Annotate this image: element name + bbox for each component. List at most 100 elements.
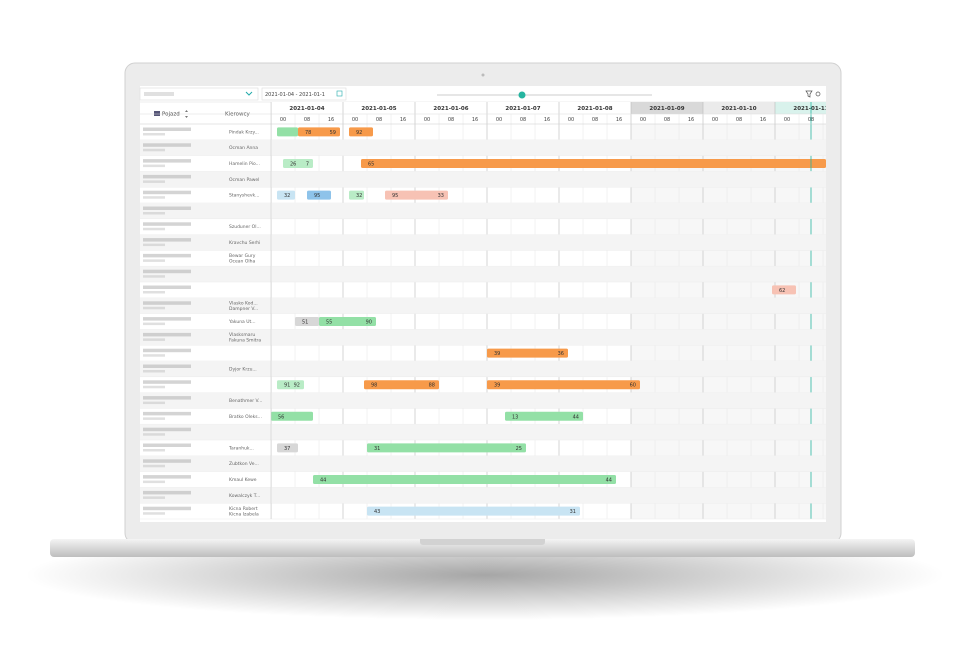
blurred-plate [143, 490, 191, 495]
blurred-plate [143, 475, 191, 479]
blurred-plate-sub [143, 275, 165, 278]
trip-label: 44 [573, 414, 579, 420]
laptop-base [50, 539, 915, 557]
row-stripe [140, 455, 826, 472]
blurred-plate-sub [143, 385, 165, 389]
hour-label: 16 [616, 117, 622, 123]
blurred-plate-sub [143, 338, 165, 341]
driver-name: Kicna Izabela [229, 511, 259, 517]
blurred-plate-sub [143, 354, 165, 357]
blurred-plate-sub [143, 259, 165, 262]
driver-name: Bewar Gury [229, 253, 256, 259]
vehicle-select[interactable] [139, 87, 259, 101]
trip-label: 31 [570, 509, 576, 515]
search-icon[interactable] [815, 91, 821, 97]
blurred-plate-sub [143, 291, 165, 294]
trip-label: 25 [516, 446, 522, 452]
trip-label: 13 [512, 414, 518, 420]
blurred-plate-sub [143, 306, 165, 310]
blurred-plate-sub [143, 180, 165, 183]
hour-label: 08 [592, 117, 598, 123]
drivers-header: Kierowcy [225, 112, 251, 118]
hour-label: 16 [328, 117, 334, 123]
blurred-plate-sub [143, 148, 165, 152]
driver-name: Yakuna Ut... [228, 319, 256, 325]
blurred-plate [143, 459, 191, 463]
hour-label: 08 [736, 117, 742, 123]
trip-bar [772, 285, 796, 295]
trip-label: 51 [302, 320, 308, 326]
trip-label: 44 [320, 478, 326, 484]
hour-label: 00 [352, 117, 358, 123]
vehicle-header[interactable]: Pojazd [162, 112, 180, 118]
day-header-bg [271, 102, 343, 114]
trip-bar [487, 348, 568, 358]
driver-name: Dampner V... [229, 306, 258, 312]
notch [420, 539, 545, 545]
trip-label: 33 [438, 193, 444, 199]
hour-label: 16 [400, 117, 406, 123]
slider-knob[interactable] [518, 91, 526, 99]
hour-label: 16 [688, 117, 694, 123]
trip-label: 43 [374, 509, 380, 515]
blurred-plate-sub [143, 227, 165, 231]
blurred-plate [143, 206, 191, 210]
blurred-plate [143, 143, 191, 147]
calendar-icon [336, 90, 343, 97]
hour-label: 00 [496, 117, 502, 123]
driver-name: Ocean Olha [229, 259, 255, 265]
trip-bar [505, 411, 583, 421]
trip-label: 98 [371, 383, 377, 389]
blurred-plate-sub [143, 212, 165, 215]
blurred-plate-sub [143, 401, 165, 405]
row-stripe [140, 203, 826, 219]
trip-label: 59 [330, 130, 336, 136]
driver-name: Hamelin Pio... [229, 161, 260, 167]
hour-label: 00 [280, 117, 286, 123]
day-header-bg [631, 102, 703, 114]
trip-label: 90 [366, 320, 372, 326]
blurred-plate [143, 396, 191, 400]
date-range-input[interactable] [261, 87, 347, 101]
camera [481, 73, 485, 77]
blurred-plate-sub [143, 370, 165, 373]
blurred-plate-sub [143, 133, 165, 136]
hour-label: 16 [760, 117, 766, 123]
day-label: 2021-01-08 [577, 106, 612, 112]
blurred-plate [143, 159, 191, 163]
sort-icon[interactable] [185, 110, 188, 118]
trip-bar [349, 190, 364, 200]
row-stripe [140, 171, 826, 188]
trip-bar [364, 380, 439, 390]
trip-label: 39 [494, 351, 500, 357]
row-stripe [140, 361, 826, 377]
driver-name: Taranhuk... [228, 445, 254, 451]
hour-label: 08 [664, 117, 670, 123]
row-stripe [140, 297, 826, 314]
driver-name: Szuduner Ol... [229, 224, 261, 230]
blurred-plate [143, 238, 191, 242]
trip-bar [367, 443, 526, 453]
trip-bar [298, 127, 340, 137]
blurred-plate [143, 222, 191, 226]
hour-label: 00 [640, 117, 646, 123]
blurred-plate [143, 301, 191, 305]
blurred-plate [143, 506, 191, 511]
trip-label: 92 [356, 130, 362, 136]
day-label: 2021-01-07 [505, 106, 540, 112]
trip-label: 26 [290, 162, 296, 168]
driver-name: Benathmer V... [229, 398, 262, 404]
trip-label: 36 [558, 351, 564, 357]
day-header-bg [775, 102, 826, 114]
row-stripe [140, 266, 826, 282]
driver-name: Kowalczyk T... [229, 493, 260, 499]
blurred-text [144, 92, 174, 96]
blurred-plate-sub [143, 322, 165, 326]
day-header-bg [343, 102, 415, 114]
trip-label: 65 [368, 162, 374, 168]
driver-name: Kmaul Kewe [229, 477, 257, 483]
blurred-plate [143, 332, 191, 337]
day-label: 2021-01-10 [721, 106, 756, 112]
filter-icon[interactable] [805, 90, 813, 98]
blurred-plate-sub [143, 243, 165, 247]
